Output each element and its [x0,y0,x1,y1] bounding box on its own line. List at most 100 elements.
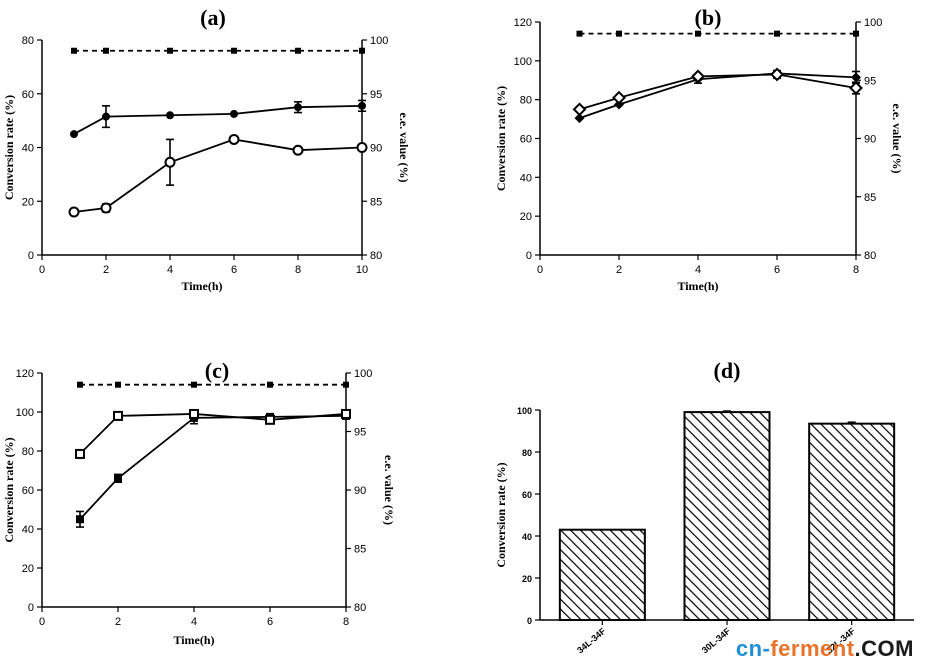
x-tick-label: 8 [343,616,349,628]
data-point-open [164,156,176,168]
x-axis-label: Time(h) [181,279,222,293]
data-point-filled [166,111,174,120]
data-point-open [572,102,587,117]
data-point-ee [103,47,109,54]
y-tick-label: 0 [28,250,34,262]
y2-axis-label: e.e. value (%) [382,455,396,525]
x-tick-label: 2 [103,264,109,276]
chart-panel-1: (a) 0 20 40 60 80 Conversion rate (%) 0 2 4 6 8 10 Ti… [2,5,411,293]
x-tick-label: 6 [231,264,237,276]
y2-tick-label: 95 [370,89,382,101]
y-tick-label: 0 [527,616,532,626]
x-tick-label: 0 [39,264,45,276]
watermark-part2: ferment [770,636,855,661]
data-point-ee [774,30,780,37]
bar-30L-34F [683,411,771,621]
y-axis-label: Conversion rate (%) [2,437,16,542]
y-tick-label: 20 [522,574,532,584]
y-tick-label: 40 [520,172,532,184]
y2-tick-label: 95 [354,427,366,439]
y-tick-label: 40 [22,143,34,155]
data-point-filled [574,113,585,124]
y-axis-label: Conversion rate (%) [2,95,16,200]
y-tick-label: 80 [522,448,532,458]
y2-tick-label: 95 [864,75,876,87]
x-tick-label: 6 [774,264,780,276]
y-tick-label: 40 [22,524,34,536]
y-tick-label: 100 [517,406,532,416]
y-tick-label: 0 [28,602,34,614]
data-point-ee [167,47,173,54]
data-point-open [228,133,240,145]
data-point-open [691,69,705,84]
data-point-filled [114,474,122,483]
data-point-ee [191,381,197,388]
y-tick-label: 120 [16,368,34,380]
panel-label: (b) [695,5,722,30]
y2-tick-label: 90 [864,134,876,146]
data-point-ee [853,30,859,37]
data-point-filled [70,130,78,139]
x-tick-label: 6 [267,616,273,628]
y-tick-label: 80 [22,446,34,458]
x-axis-label: Time(h) [173,633,214,647]
y-tick-label: 80 [22,35,34,47]
chart-panel-2: (b) 0 20 40 60 80 100 120 Conversion rate (%) 0 2 4… [494,5,904,293]
x-tick-label: 8 [295,264,301,276]
y-tick-label: 80 [520,95,532,107]
chart-panel-4: (d) 0 20 40 60 80 100 Conversion rate (%) 34L-34… [494,358,914,655]
y-tick-label: 60 [522,490,532,500]
y2-tick-label: 90 [370,143,382,155]
data-point-open [292,144,304,156]
y-tick-label: 100 [16,407,34,419]
data-point-open [75,448,85,459]
y-tick-label: 20 [22,563,34,575]
data-point-open [265,414,275,425]
data-point-open [612,90,626,105]
bar-32L-34F [808,422,896,621]
y-axis-label: Conversion rate (%) [494,462,508,567]
panel-label: (a) [200,5,226,30]
y2-tick-label: 100 [354,368,372,380]
y2-tick-label: 80 [370,250,382,262]
data-point-filled [230,109,238,118]
data-point-filled [358,101,366,110]
y-tick-label: 60 [22,485,34,497]
bar-34L-34F [558,528,646,622]
y2-tick-label: 85 [370,196,382,208]
series-line-open [73,138,363,213]
y-tick-label: 0 [526,250,532,262]
data-point-open [849,81,863,95]
data-point-ee [267,381,273,388]
y2-axis-label: e.e. value (%) [890,104,904,174]
y-tick-label: 40 [522,532,532,542]
data-point-ee [359,47,365,54]
data-point-ee [616,30,622,37]
y-axis-label: Conversion rate (%) [494,86,508,191]
data-point-ee [77,381,83,388]
watermark: cn-ferment.COM [736,636,914,662]
y2-tick-label: 80 [354,602,366,614]
y-tick-label: 60 [520,134,532,146]
x-tick-label: 4 [167,264,173,276]
data-point-ee [71,47,77,54]
data-point-open [341,408,351,419]
data-point-open [356,142,368,153]
y2-tick-label: 100 [370,35,388,47]
y-tick-label: 20 [520,211,532,223]
data-point-open [189,408,199,419]
data-point-open [100,202,112,214]
data-point-ee [695,30,701,37]
data-point-open [770,67,784,82]
y2-tick-label: 100 [864,17,882,29]
data-point-ee [343,381,349,388]
panel-label: (d) [714,358,741,383]
data-point-ee [295,47,301,54]
x-tick-label: 4 [695,264,701,276]
data-point-filled [851,72,861,83]
y2-tick-label: 85 [864,192,876,204]
x-tick-label: 2 [115,616,121,628]
y-tick-label: 120 [514,17,532,29]
chart-panel-3: (c) 0 20 40 60 80 100 120 Conversion rate (%) 0 2 4… [2,358,396,647]
